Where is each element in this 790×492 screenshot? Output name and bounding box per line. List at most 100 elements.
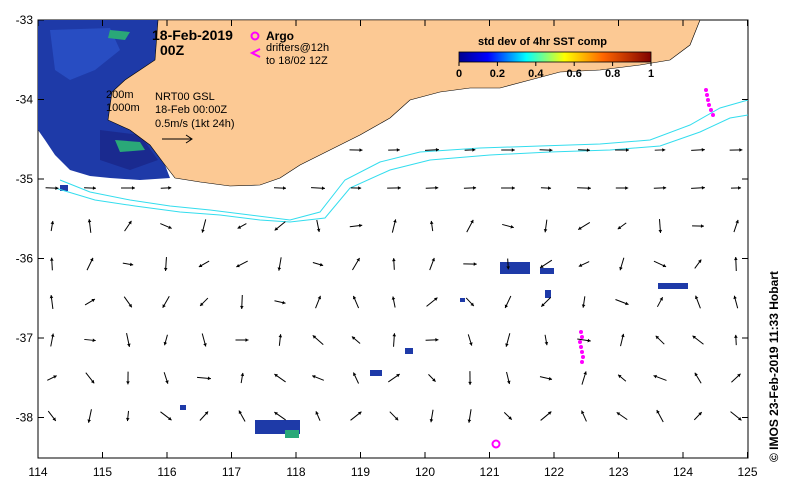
y-tick-label: -37 [16,331,34,345]
current-arrow [501,186,515,190]
current-arrow [577,222,591,230]
current-arrow [465,297,475,307]
current-arrow [694,372,702,384]
y-tick-label: -33 [16,13,34,27]
x-tick-label: 114 [28,465,47,479]
current-arrow [425,338,439,342]
current-arrow [578,148,590,152]
sst-field [38,20,688,438]
y-axis: -33 -34 -35 -36 -37 -38 [16,13,748,425]
scale-arrow [162,134,193,144]
current-arrow [47,410,57,422]
current-arrow [126,333,131,347]
x-tick-label: 121 [479,465,499,479]
current-arrow [87,219,92,233]
current-arrow [277,257,282,271]
current-arrow [160,186,172,190]
current-arrow [539,376,553,381]
current-arrow [122,262,134,267]
credit-text: © IMOS 23-Feb-2019 11:33 Hobart [767,271,781,462]
current-arrow [349,148,363,152]
argo-legend-icon [250,31,260,41]
current-arrow [653,260,667,268]
current-arrow [540,186,552,190]
current-arrow [312,335,324,345]
current-arrow [654,148,666,152]
current-arrow [504,295,512,309]
current-arrow [315,411,321,421]
y-tick-label: -36 [16,252,34,266]
current-arrow [49,294,54,310]
current-arrow [503,411,513,421]
current-arrow [615,299,629,306]
x-tick-label: 124 [673,465,693,479]
current-arrow [85,372,95,384]
x-tick-label: 119 [351,465,370,479]
info-line-3: 0.5m/s (1kt 24h) [155,118,234,130]
current-arrow [540,297,552,307]
current-arrow [125,410,130,422]
current-arrow [658,219,663,233]
current-arrow [126,371,130,385]
current-arrow [426,297,438,307]
current-arrow [467,334,473,346]
isobath-contours [54,99,749,223]
current-arrow [617,374,627,382]
current-arrow [274,373,286,383]
current-arrow [350,186,362,190]
current-arrow [238,410,246,422]
current-arrow [429,409,434,423]
current-arrow [466,219,474,233]
current-arrow [692,335,704,345]
current-arrow [274,221,286,231]
current-arrow [655,335,665,345]
current-arrow [352,257,360,271]
colorbar-ticks: 0 0.2 0.4 0.6 0.8 1 [456,62,654,80]
colorbar-title: std dev of 4hr SST comp [478,36,607,48]
current-arrow [163,372,169,384]
current-arrow [467,409,472,423]
current-arrow [581,371,587,385]
current-arrow [352,295,360,309]
current-arrow [505,333,511,347]
current-arrow [350,411,362,421]
current-arrow [620,333,625,347]
current-arrow [539,259,553,269]
current-arrow [429,220,434,232]
current-arrow [87,409,92,423]
current-arrow [84,298,96,306]
current-arrow [691,148,705,152]
x-tick-label: 115 [93,465,112,479]
x-tick-label: 125 [737,465,757,479]
current-arrow [124,220,132,232]
current-arrow [656,409,664,423]
current-arrow [539,148,553,152]
current-arrow [730,411,742,421]
y-tick-label: -34 [16,93,34,107]
contour-label-1000: 1000m [106,102,140,114]
current-arrow [199,411,209,421]
current-arrow [391,296,396,308]
drifter-legend-icon [249,48,261,58]
current-arrow [240,372,245,384]
current-arrow [581,410,587,422]
current-arrow [463,186,477,190]
x-tick-label: 116 [157,465,176,479]
colorbar-tick-label: 0 [456,68,462,80]
current-arrow [315,295,322,309]
current-arrow [615,186,629,190]
current-arrow [387,186,401,190]
colorbar-tick-label: 1 [648,68,654,80]
current-arrow [733,219,739,233]
current-arrow [578,261,590,267]
current-arrow [734,256,738,272]
x-tick-label: 117 [222,465,241,479]
drifters-legend-label: drifters@12h [266,42,329,54]
current-arrow [656,296,664,308]
current-arrow [349,223,363,228]
current-arrow [201,219,207,233]
current-arrow [731,373,741,383]
info-line-2: 18-Feb 00:00Z [155,104,227,116]
current-arrow [540,411,552,421]
current-arrow [278,334,283,346]
